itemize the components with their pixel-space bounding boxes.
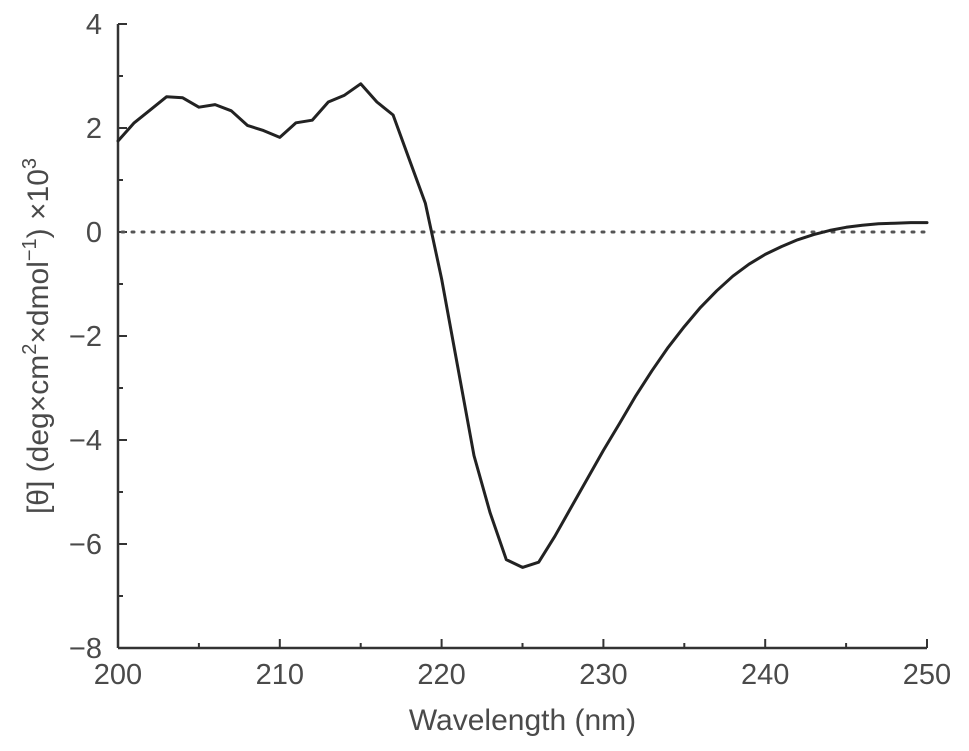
x-axis-title: Wavelength (nm) — [409, 704, 636, 737]
x-tick-label: 210 — [256, 659, 304, 691]
y-axis-title-sup1: 2 — [19, 344, 41, 355]
x-tick-label: 200 — [94, 659, 142, 691]
y-axis-title-end: ) ×10 — [22, 169, 55, 238]
y-axis-title-sup2: −1 — [19, 238, 41, 261]
y-axis-title-sup3: 3 — [19, 158, 41, 169]
x-tick-label: 240 — [741, 659, 789, 691]
y-tick-label: 4 — [86, 9, 102, 41]
x-tick-label: 230 — [579, 659, 627, 691]
y-tick-label: 0 — [86, 217, 102, 249]
y-axis-title: [θ] (deg×cm2×dmol−1) ×103 — [19, 158, 55, 514]
ticks: 200 210 220 230 240 250 4 2 0 −2 −4 −6 −8 — [69, 9, 951, 691]
y-tick-label: −6 — [69, 529, 102, 561]
y-tick-label: −8 — [69, 633, 102, 665]
series-line — [116, 82, 929, 569]
y-tick-label: −2 — [69, 321, 102, 353]
series — [116, 82, 929, 569]
x-tick-label: 220 — [417, 659, 465, 691]
y-tick-label: 2 — [86, 113, 102, 145]
y-axis-title-mid: ×dmol — [22, 261, 55, 344]
y-tick-label: −4 — [69, 425, 102, 457]
x-tick-label: 250 — [903, 659, 951, 691]
y-axis-title-main: [θ] (deg×cm — [22, 355, 55, 514]
